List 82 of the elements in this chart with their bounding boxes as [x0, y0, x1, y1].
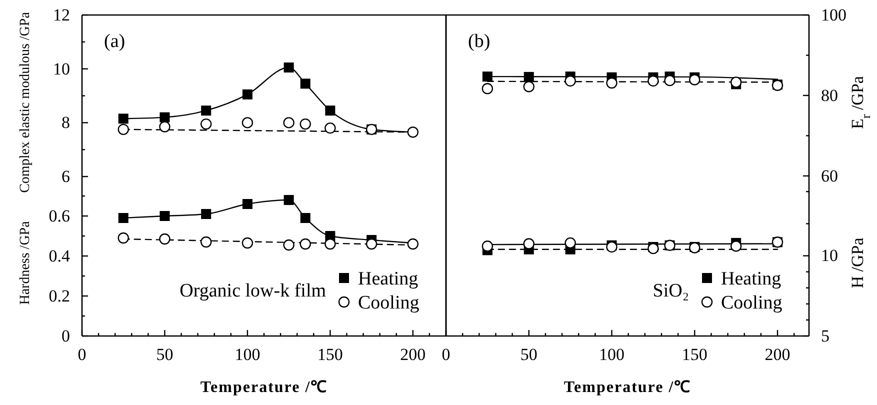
point	[523, 81, 534, 92]
point	[407, 238, 419, 250]
annotation: Organic low-k film	[180, 280, 326, 302]
y2-tick-label: 80	[821, 86, 838, 105]
point	[201, 209, 212, 219]
point	[160, 211, 170, 221]
x-tick-label: 200	[400, 345, 426, 364]
x-tick-label: 50	[156, 345, 174, 364]
point	[730, 76, 742, 88]
x-tick-label: 200	[764, 345, 790, 364]
point	[523, 238, 534, 250]
point	[300, 238, 311, 250]
point	[242, 117, 254, 128]
annotation: SiO₂	[652, 280, 689, 302]
legend-label: Cooling	[358, 292, 420, 314]
y-tick-label: 10	[53, 59, 70, 78]
point	[118, 213, 128, 223]
point	[284, 62, 294, 72]
y-axis-title: Complex elastic modulous /GPa	[18, 11, 33, 193]
point	[606, 241, 618, 253]
point	[160, 112, 170, 122]
point	[482, 83, 494, 94]
point	[324, 122, 336, 134]
annotation: (a)	[104, 31, 126, 52]
y-tick-label: 0.6	[48, 206, 70, 226]
x-tick-label: 150	[317, 345, 343, 364]
y-tick-label: 6	[62, 166, 70, 186]
y-axis-title: Hardness /GPa	[18, 220, 33, 305]
y-tick-label: 8	[62, 113, 70, 132]
point	[407, 126, 419, 138]
point	[482, 72, 492, 82]
point	[325, 106, 336, 116]
point	[648, 75, 659, 87]
y2-axis-title: H /GPa	[848, 237, 867, 288]
annotation: (b)	[468, 31, 490, 52]
x-tick-label: 150	[682, 345, 708, 364]
point	[242, 199, 252, 209]
point	[159, 233, 170, 245]
x-tick-label: 0	[78, 345, 86, 364]
point	[324, 238, 336, 250]
y-tick-label: 0.4	[48, 246, 70, 266]
x-tick-label: 100	[599, 345, 625, 364]
point	[564, 237, 576, 249]
legend-label: Cooling	[721, 292, 783, 314]
point	[118, 232, 129, 244]
point	[242, 89, 252, 100]
point	[200, 236, 212, 248]
point	[664, 74, 676, 86]
x-axis-title: Temperature /℃	[200, 379, 328, 396]
point	[159, 121, 170, 132]
point	[730, 240, 742, 252]
y-tick-label: 0.2	[48, 286, 70, 306]
y-tick-label: 0	[62, 326, 70, 346]
point	[606, 77, 618, 89]
point	[689, 74, 700, 86]
y2-tick-label: 60	[821, 166, 838, 186]
point	[300, 78, 310, 89]
point	[482, 240, 494, 252]
point	[366, 238, 378, 250]
x-tick-label: 100	[234, 345, 260, 364]
y2-tick-label: 100	[821, 5, 846, 24]
point	[300, 118, 311, 130]
legend-label: Heating	[721, 268, 782, 290]
legend-label: Heating	[358, 268, 419, 290]
point	[200, 118, 212, 130]
y-tick-label: 12	[53, 5, 70, 24]
point	[283, 239, 294, 251]
x-tick-label: 0	[442, 345, 450, 364]
y2-tick-label: 5	[821, 326, 830, 346]
point	[300, 213, 310, 223]
point	[524, 72, 534, 82]
point	[283, 117, 294, 128]
y2-tick-label: 10	[821, 246, 838, 266]
point	[648, 242, 659, 254]
point	[284, 195, 294, 205]
point	[564, 75, 576, 87]
point	[242, 237, 254, 249]
x-tick-label: 50	[520, 345, 538, 364]
point	[201, 106, 212, 116]
x-axis-title: Temperature /℃	[564, 379, 692, 396]
point	[118, 114, 128, 124]
point	[118, 124, 129, 136]
